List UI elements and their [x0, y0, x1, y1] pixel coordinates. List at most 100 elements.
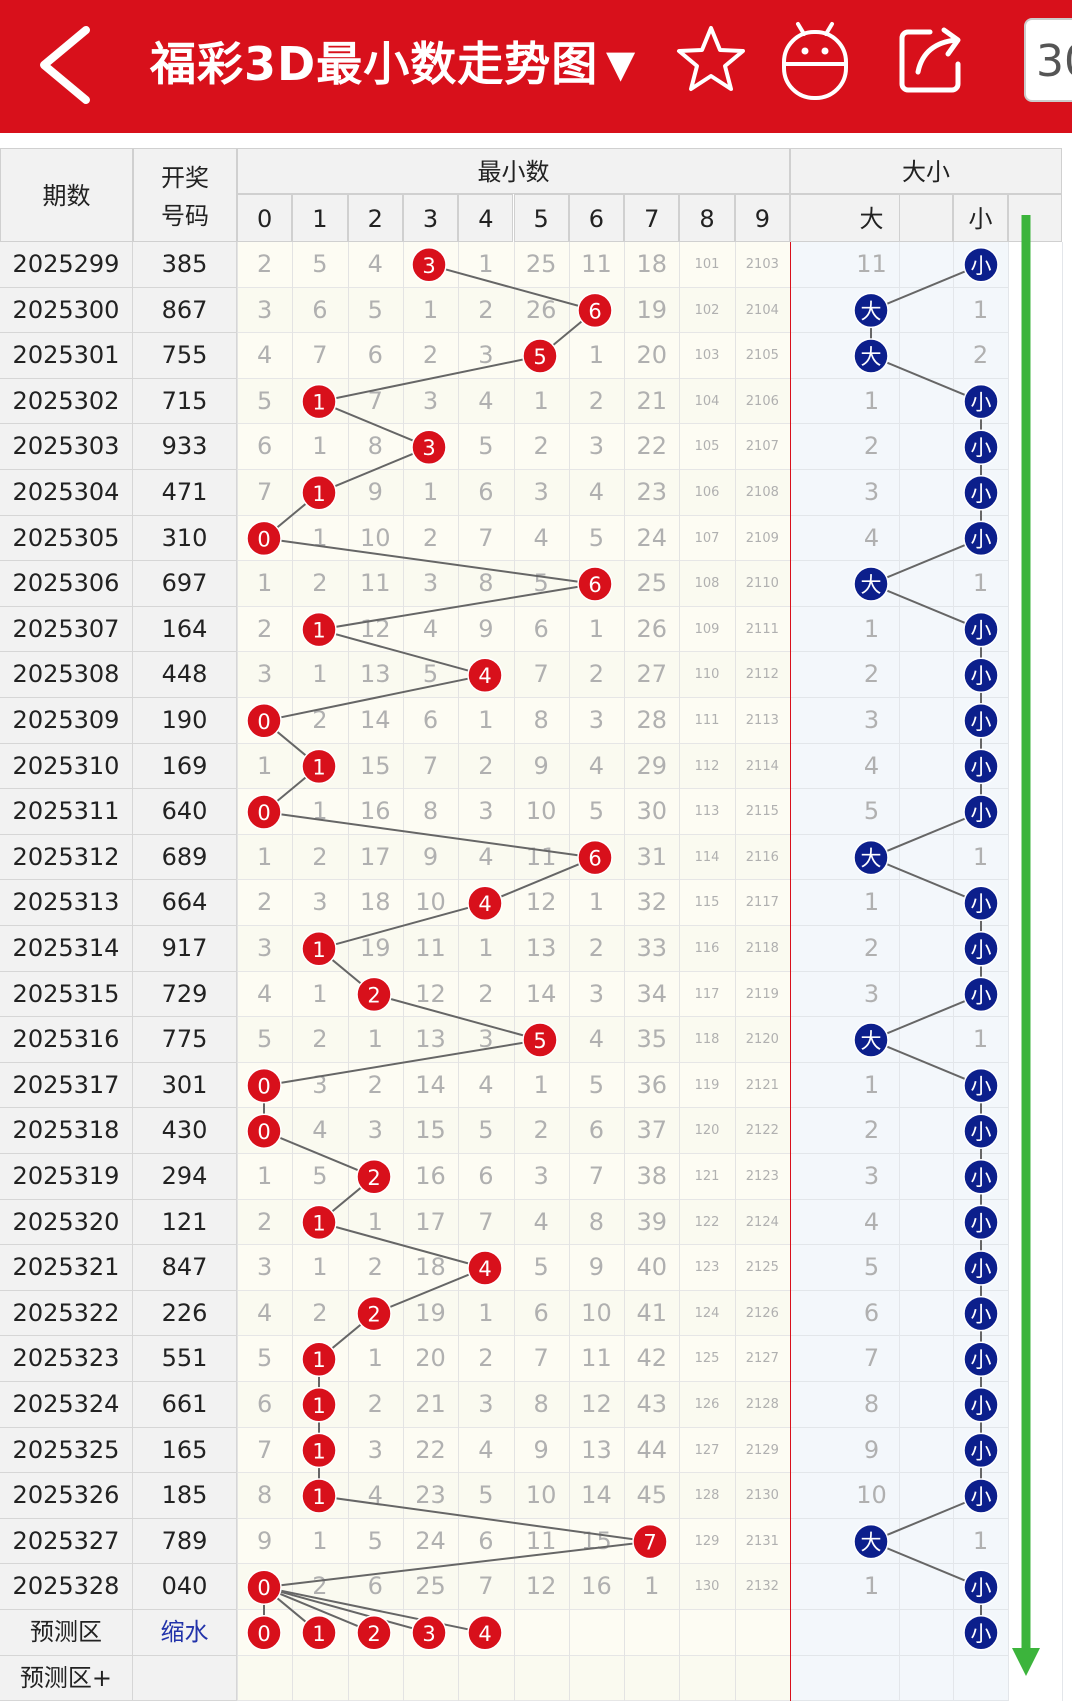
omission-cell: 7: [478, 523, 494, 552]
draw-number-cell: 689: [133, 834, 237, 881]
omission-cell: 17: [415, 1207, 446, 1236]
draw-number-cell: 640: [133, 789, 237, 835]
omission-cell: 3: [478, 1025, 494, 1054]
period-cell: 2025317: [0, 1062, 133, 1109]
period-cell: 2025302: [0, 378, 133, 425]
omission-cell: 7: [478, 1207, 494, 1236]
page-title[interactable]: 福彩3D最小数走势图: [150, 37, 599, 91]
arrow-column-header: [1008, 194, 1062, 242]
share-icon[interactable]: [896, 24, 968, 96]
omission-cell: 7: [478, 1572, 494, 1601]
draw-number-cell: 715: [133, 378, 237, 425]
draw-number-cell: 121: [133, 1199, 237, 1246]
omission-cell: 31: [636, 842, 668, 871]
omission-cell: 35: [636, 1025, 668, 1054]
omission-cell: 15: [359, 751, 391, 780]
draw-number-cell: 385: [133, 242, 237, 288]
omission-cell: 1: [644, 1572, 660, 1601]
draw-number-cell: 040: [133, 1564, 237, 1610]
period-cell: 2025321: [0, 1245, 133, 1291]
draw-number-cell: 165: [133, 1427, 237, 1474]
period-cell: 2025315: [0, 971, 133, 1018]
omission-cell: 36: [636, 1070, 668, 1099]
period-cell: 2025310: [0, 743, 133, 790]
omission-cell: 2120: [745, 1032, 779, 1048]
draw-number-cell: 789: [133, 1518, 237, 1565]
number-header-line1: 开奖: [161, 164, 209, 192]
omission-cell: 18: [359, 888, 391, 917]
omission-cell: 5: [533, 1253, 549, 1282]
omission-cell: 12: [581, 1390, 612, 1418]
draw-number-cell: 661: [133, 1382, 237, 1428]
omission-cell: 3: [588, 432, 605, 461]
android-robot-icon[interactable]: [778, 20, 852, 102]
draw-number-cell: 471: [133, 470, 237, 516]
big-omission-cell: 5: [863, 1253, 880, 1282]
digit-header-9: 9: [734, 194, 790, 242]
big-omission-cell: 3: [863, 1162, 880, 1190]
star-icon[interactable]: [676, 24, 746, 94]
small-omission-cell: 1: [972, 1025, 989, 1054]
omission-cell: 1: [478, 250, 494, 278]
omission-cell: 15: [415, 1116, 446, 1145]
predict-plus-label[interactable]: 预测区+: [0, 1655, 133, 1701]
omission-cell: 5: [478, 1481, 494, 1510]
draw-number-cell: 551: [133, 1336, 237, 1382]
omission-cell: 2116: [745, 849, 779, 865]
omission-cell: 8: [588, 1207, 605, 1236]
omission-cell: 4: [257, 1298, 273, 1327]
grid-line: [1062, 242, 1063, 1701]
digit-header-8: 8: [679, 194, 735, 242]
digit-header-7: 7: [624, 194, 680, 242]
omission-cell: 11: [415, 934, 446, 962]
omission-cell: 5: [588, 797, 605, 826]
omission-cell: 21: [636, 386, 668, 415]
omission-cell: 3: [312, 888, 328, 917]
draw-number-cell: 164: [133, 606, 237, 653]
omission-cell: 6: [478, 1526, 494, 1555]
draw-number-cell: 847: [133, 1245, 237, 1291]
draw-number-cell: 755: [133, 333, 237, 379]
omission-cell: 9: [533, 751, 549, 780]
omission-cell: 1: [312, 660, 328, 689]
dropdown-triangle-icon[interactable]: ▼: [606, 42, 636, 86]
back-arrow-icon[interactable]: [28, 22, 108, 108]
big-omission-cell: 3: [863, 979, 880, 1008]
omission-cell: 2130: [745, 1488, 779, 1504]
grid-line: [624, 242, 626, 1701]
period-cell: 2025305: [0, 515, 133, 562]
omission-cell: 5: [257, 1025, 273, 1054]
predict-label[interactable]: 预测区: [0, 1610, 133, 1656]
omission-cell: 2104: [745, 302, 779, 318]
big-omission-cell: 9: [863, 1435, 880, 1464]
omission-cell: 6: [533, 1298, 549, 1327]
omission-cell: 5: [367, 1526, 383, 1555]
draw-number-cell: 729: [133, 971, 237, 1018]
omission-cell: 11: [581, 250, 612, 278]
omission-cell: 126: [694, 1397, 720, 1412]
big-omission-cell: 1: [863, 888, 880, 917]
omission-cell: 1: [257, 751, 273, 780]
omission-cell: 4: [478, 1435, 494, 1464]
omission-cell: 129: [694, 1533, 720, 1549]
omission-cell: 7: [257, 478, 273, 506]
omission-cell: 2112: [745, 667, 779, 683]
omission-cell: 4: [257, 979, 273, 1008]
big-omission-cell: 1: [863, 386, 880, 415]
predict-shrink-link[interactable]: 缩水: [133, 1610, 237, 1656]
draw-number-cell: 917: [133, 926, 237, 972]
omission-cell: 112: [694, 758, 720, 774]
issue-count-badge[interactable]: 30: [1024, 18, 1072, 102]
omission-cell: 1: [588, 888, 605, 917]
period-cell: 2025314: [0, 926, 133, 972]
omission-cell: 1: [422, 478, 439, 506]
omission-cell: 2: [312, 842, 328, 871]
omission-cell: 2114: [745, 758, 779, 774]
omission-cell: 116: [694, 941, 720, 956]
omission-cell: 109: [694, 621, 720, 637]
big-omission-cell: 4: [863, 523, 880, 552]
omission-cell: 5: [478, 1116, 494, 1145]
omission-cell: 102: [694, 302, 720, 318]
omission-cell: 16: [359, 797, 391, 826]
omission-cell: 19: [636, 295, 668, 324]
